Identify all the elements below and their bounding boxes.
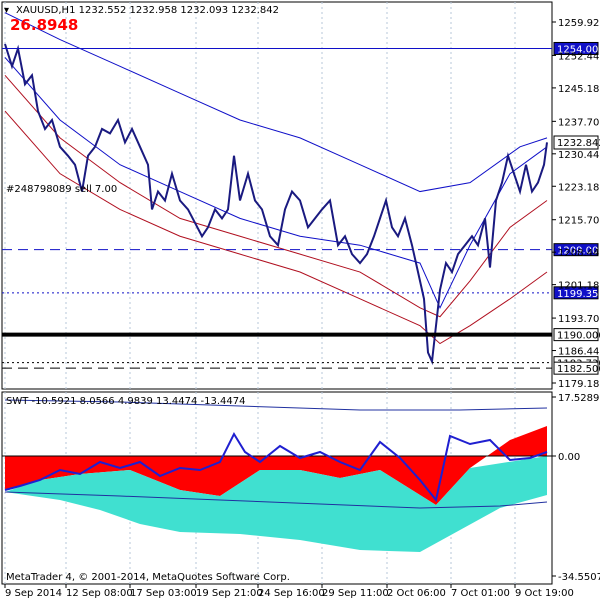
level-tag-label: 1199.350 [557,289,600,300]
time-tick-label: 2 Oct 06:00 [387,588,446,599]
indicator-tick-label: -34.5507 [558,572,600,583]
time-tick-label: 9 Oct 19:00 [515,588,574,599]
time-tick-label: 24 Sep 16:00 [258,588,325,599]
price-axis: 1259.920 1252.440 1245.180 1237.700 1230.440… [552,18,600,390]
level-tag [553,286,599,300]
level-tag-label: 1209.000 [557,246,600,257]
price-tick-label: 1201.180 [558,281,600,292]
price-levels[interactable]: 1254.0001209.0001199.3501190.0001183.730… [2,41,600,375]
lower-ma-line [4,110,548,345]
level-tag [553,361,599,375]
level-tag [553,328,599,342]
price-tick-label: 1193.700 [558,314,600,325]
price-tick-label: 1186.440 [558,347,600,358]
indicator-tick-label: 0.00 [558,452,580,463]
current-price-tag [553,135,599,150]
swt-signal-line [4,491,548,509]
price-panel[interactable] [1,1,553,390]
time-tick-label: 9 Sep 2014 [5,588,62,599]
price-tick-label: 1245.180 [558,84,600,95]
time-tick-label: 7 Oct 01:00 [451,588,510,599]
moving-averages [4,12,548,345]
level-tag-label: 1254.000 [557,44,600,55]
price-line [4,43,548,366]
price-tick-label: 1230.440 [558,150,600,161]
indicator-tick-label: 17.5289 [558,393,599,404]
order-label: #248798089 sell 7.00 [6,184,117,195]
swt-line [4,431,548,503]
swt-upper-band [4,399,548,411]
indicator-label: SWT -10.5921 8.0566 4.9839 13.4474 -13.4… [6,396,246,407]
price-series [4,43,548,366]
price-tick-label: 1208.440 [558,248,600,259]
swt-cyan-area [5,456,547,552]
upper-envelope-line [4,12,548,193]
down-arrow-icon: ▾ [4,5,9,16]
time-tick-label: 29 Sep 11:00 [322,588,389,599]
big-value: 26.8948 [10,16,78,34]
price-tick-label: 1252.440 [558,51,600,62]
price-tick-label: 1215.700 [558,216,600,227]
swt-histogram [2,399,552,552]
indicator-axis: 17.5289 0.00 -34.5507 [552,393,600,583]
level-tag-label: 1190.000 [557,331,600,342]
time-tick-label: 19 Sep 21:00 [196,588,263,599]
middle-ma-line [4,74,548,318]
middle-envelope-line [4,57,548,309]
swt-red-area [5,426,547,505]
current-price-label: 1232.842 [557,138,600,149]
level-tag [553,243,599,257]
level-tag [553,41,599,55]
time-tick-label: 17 Sep 03:00 [130,588,197,599]
symbol-label: XAUUSD,H1 1232.552 1232.958 1232.093 123… [16,5,279,16]
time-tick-label: 12 Sep 08:00 [66,588,133,599]
price-tick-label: 1179.180 [558,379,600,390]
price-tick-label: 1237.700 [558,117,600,128]
copyright-label: MetaTrader 4, © 2001-2014, MetaQuotes So… [6,572,290,583]
level-tag-label: 1182.500 [557,364,600,375]
price-tick-label: 1259.920 [558,18,600,29]
price-tick-label: 1223.180 [558,182,600,193]
